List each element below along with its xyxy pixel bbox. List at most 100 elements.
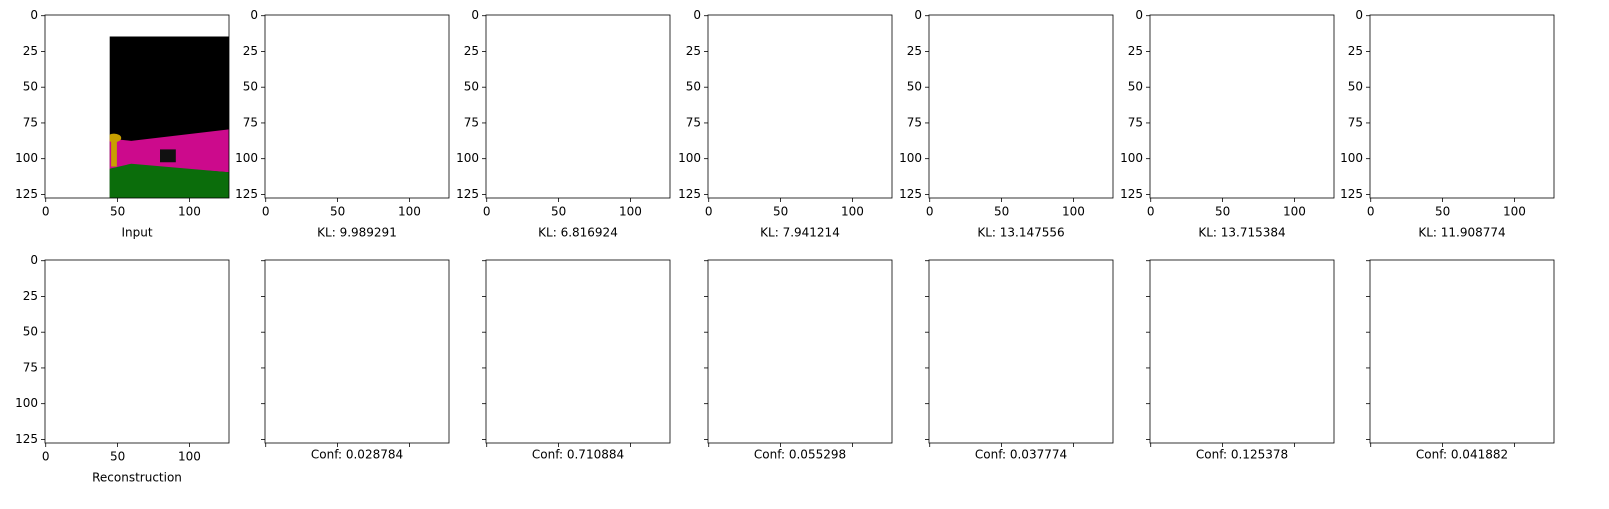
image xyxy=(1370,15,1554,198)
panel: Conf: 0.041882 xyxy=(1366,259,1555,462)
y-tick-label: 0 xyxy=(471,8,479,22)
image xyxy=(708,260,892,443)
x-tick-label: 100 xyxy=(398,205,421,219)
panel: 0 50 100 0 25 50 75 100 125 Reconstruction xyxy=(15,253,230,485)
image xyxy=(1150,15,1334,198)
panel: 0 50 100 0 25 50 75 100 125 KL: 13.147556 xyxy=(899,8,1114,240)
image-region xyxy=(1265,394,1281,407)
y-tick-label: 50 xyxy=(686,80,701,94)
x-axis-label: Conf: 0.710884 xyxy=(532,448,624,462)
image-region xyxy=(160,394,176,407)
image-region xyxy=(758,397,892,404)
axes-frame xyxy=(264,14,450,199)
x-tick-label: 0 xyxy=(1367,205,1375,219)
y-tick-label: 100 xyxy=(899,151,922,165)
x-axis-label: Reconstruction xyxy=(92,471,182,485)
y-tick-label: 100 xyxy=(678,151,701,165)
image-region xyxy=(708,15,892,198)
x-tick-label: 100 xyxy=(841,205,864,219)
x-tick-label: 100 xyxy=(1062,205,1085,219)
y-tick-label: 100 xyxy=(15,151,38,165)
image-region xyxy=(929,374,969,424)
x-axis-label: Conf: 0.041882 xyxy=(1416,448,1508,462)
image-region xyxy=(486,409,670,443)
image-region xyxy=(601,394,617,407)
x-tick-label: 0 xyxy=(1147,205,1155,219)
x-axis-label: Conf: 0.125378 xyxy=(1196,448,1288,462)
x-tick-label: 50 xyxy=(1215,205,1230,219)
x-tick-label: 0 xyxy=(42,450,50,464)
x-tick-label: 100 xyxy=(1503,205,1526,219)
axes-frame xyxy=(44,14,230,199)
x-tick-label: 0 xyxy=(926,205,934,219)
y-tick-label: 100 xyxy=(1120,151,1143,165)
x-tick-label: 100 xyxy=(1283,205,1306,219)
y-tick-label: 50 xyxy=(23,80,38,94)
image-region xyxy=(486,374,670,417)
y-tick-label: 75 xyxy=(23,115,38,129)
panel: Conf: 0.125378 xyxy=(1146,259,1335,462)
x-tick-label: 0 xyxy=(42,205,50,219)
image-region xyxy=(486,260,670,443)
image-region xyxy=(708,377,892,408)
y-tick-label: 100 xyxy=(456,151,479,165)
x-axis-label: Conf: 0.037774 xyxy=(975,448,1067,462)
image-region xyxy=(548,379,562,388)
image-region xyxy=(1370,147,1428,184)
image-region xyxy=(160,149,176,163)
image-region xyxy=(929,129,981,183)
panel: 0 50 100 0 25 50 75 100 125 Input xyxy=(15,8,230,240)
image-region xyxy=(1150,260,1334,443)
axes-frame xyxy=(44,259,230,444)
x-tick-label: 0 xyxy=(262,205,270,219)
x-axis-label: KL: 6.816924 xyxy=(538,226,618,240)
y-tick-label: 25 xyxy=(23,44,38,58)
image xyxy=(929,260,1113,443)
y-tick-label: 75 xyxy=(1128,115,1143,129)
image-region xyxy=(989,134,1003,143)
x-axis-label: KL: 7.941214 xyxy=(760,226,840,240)
y-tick-label: 75 xyxy=(907,115,922,129)
y-tick-label: 125 xyxy=(1340,187,1363,201)
x-tick-label: 100 xyxy=(178,450,201,464)
image-region xyxy=(1370,260,1554,443)
image-region xyxy=(708,412,892,443)
y-tick-label: 75 xyxy=(1348,115,1363,129)
y-tick-label: 0 xyxy=(1355,8,1363,22)
panel: 0 50 100 0 25 50 75 100 125 KL: 13.715384 xyxy=(1120,8,1335,240)
image-region xyxy=(109,133,122,143)
y-tick-label: 25 xyxy=(243,44,258,58)
image-region xyxy=(708,377,758,420)
image-region xyxy=(929,15,1113,198)
image xyxy=(486,15,670,198)
image-region xyxy=(994,383,1000,412)
x-tick-label: 50 xyxy=(330,205,345,219)
image-region xyxy=(111,135,117,167)
x-tick-label: 0 xyxy=(705,205,713,219)
y-tick-label: 25 xyxy=(1348,44,1363,58)
y-tick-label: 125 xyxy=(456,187,479,201)
image-region xyxy=(929,129,969,150)
axes-frame xyxy=(928,14,1114,199)
panel: 0 50 100 0 25 50 75 100 125 KL: 6.816924 xyxy=(456,8,671,240)
x-tick-label: 50 xyxy=(110,205,125,219)
image-region xyxy=(994,138,1000,167)
y-tick-label: 50 xyxy=(464,80,479,94)
image xyxy=(265,260,449,443)
x-axis-label: Input xyxy=(121,226,152,240)
image-region xyxy=(486,377,536,420)
x-tick-label: 50 xyxy=(773,205,788,219)
x-axis-label: KL: 13.715384 xyxy=(1198,226,1285,240)
axes-frame xyxy=(485,259,671,444)
panel: Conf: 0.055298 xyxy=(704,259,893,462)
y-tick-label: 25 xyxy=(23,289,38,303)
panel: Conf: 0.037774 xyxy=(925,259,1114,462)
y-tick-label: 125 xyxy=(15,432,38,446)
axes-frame xyxy=(1369,14,1555,199)
image-region xyxy=(45,374,97,443)
image-region xyxy=(1370,15,1554,198)
image xyxy=(1370,260,1554,443)
x-tick-label: 100 xyxy=(178,205,201,219)
x-tick-label: 100 xyxy=(619,205,642,219)
image-region xyxy=(45,409,229,443)
